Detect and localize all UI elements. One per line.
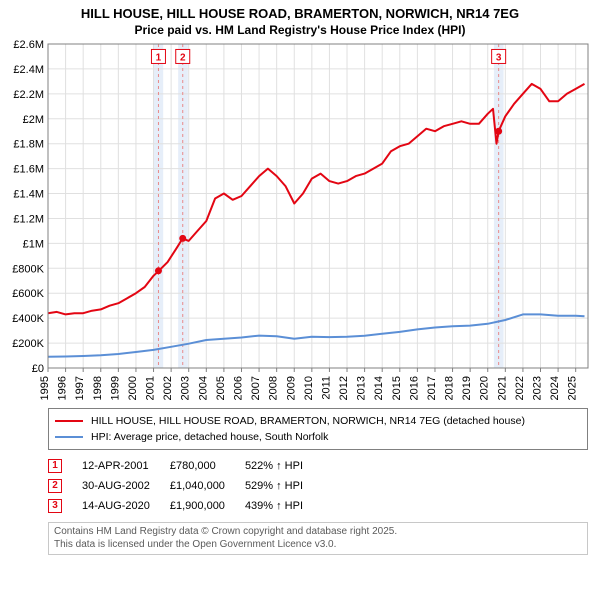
x-tick-label: 1997 xyxy=(74,376,86,400)
x-tick-label: 1999 xyxy=(109,376,121,400)
x-tick-label: 2000 xyxy=(127,376,139,400)
y-tick-label: £2.4M xyxy=(13,64,44,76)
event-marker-label: 1 xyxy=(156,53,162,64)
legend: HILL HOUSE, HILL HOUSE ROAD, BRAMERTON, … xyxy=(48,408,588,450)
txn-price: £1,040,000 xyxy=(170,476,245,496)
legend-row: HPI: Average price, detached house, Sout… xyxy=(55,429,581,445)
title-line2: Price paid vs. HM Land Registry's House … xyxy=(0,23,600,39)
price-chart: 1 2 3 £0 £200K £400K £600K £800K £1M £1.2M £1.4M £1… xyxy=(0,38,600,408)
x-tick-label: 2015 xyxy=(391,376,403,400)
y-tick-label: £1.2M xyxy=(13,214,44,226)
x-tick-label: 2014 xyxy=(373,376,385,400)
legend-swatch xyxy=(55,436,83,438)
x-tick-label: 2006 xyxy=(232,376,244,400)
transaction-table: 1 12-APR-2001£780,000522% ↑ HPI 2 30-AUG-20… xyxy=(48,456,323,516)
table-row: 1 12-APR-2001£780,000522% ↑ HPI xyxy=(48,456,323,476)
txn-price: £780,000 xyxy=(170,456,245,476)
x-tick-label: 2025 xyxy=(567,376,579,400)
x-tick-label: 2012 xyxy=(338,376,350,400)
txn-delta: 439% ↑ HPI xyxy=(245,496,323,516)
txn-date: 14-AUG-2020 xyxy=(82,496,170,516)
txn-delta: 522% ↑ HPI xyxy=(245,456,323,476)
event-marker: 2 xyxy=(48,479,62,493)
x-tick-label: 2021 xyxy=(496,376,508,400)
x-tick-label: 2009 xyxy=(285,376,297,400)
x-tick-label: 2002 xyxy=(162,376,174,400)
x-tick-label: 2013 xyxy=(356,376,368,400)
table-row: 3 14-AUG-2020£1,900,000439% ↑ HPI xyxy=(48,496,323,516)
event-marker-label: 2 xyxy=(180,53,186,64)
x-tick-label: 2019 xyxy=(461,376,473,400)
x-tick-label: 2018 xyxy=(444,376,456,400)
event-marker-label: 3 xyxy=(496,53,502,64)
chart-title: HILL HOUSE, HILL HOUSE ROAD, BRAMERTON, … xyxy=(0,0,600,38)
x-tick-label: 2007 xyxy=(250,376,262,400)
series-line-1 xyxy=(48,315,585,357)
y-tick-label: £2.6M xyxy=(13,39,44,51)
y-tick-label: £1.8M xyxy=(13,139,44,151)
y-tick-label: £2M xyxy=(23,114,44,126)
x-tick-label: 2008 xyxy=(268,376,280,400)
x-tick-label: 2003 xyxy=(180,376,192,400)
x-tick-label: 2022 xyxy=(514,376,526,400)
y-tick-label: £600K xyxy=(12,289,44,301)
y-tick-label: £800K xyxy=(12,264,44,276)
y-tick-label: £200K xyxy=(12,339,44,351)
txn-price: £1,900,000 xyxy=(170,496,245,516)
x-tick-label: 2016 xyxy=(408,376,420,400)
attribution-footer: Contains HM Land Registry data © Crown c… xyxy=(48,522,588,555)
x-tick-label: 2011 xyxy=(320,376,332,400)
title-line1: HILL HOUSE, HILL HOUSE ROAD, BRAMERTON, … xyxy=(0,6,600,23)
legend-row: HILL HOUSE, HILL HOUSE ROAD, BRAMERTON, … xyxy=(55,413,581,429)
x-tick-label: 2004 xyxy=(197,376,209,400)
table-row: 2 30-AUG-2002£1,040,000529% ↑ HPI xyxy=(48,476,323,496)
legend-label: HPI: Average price, detached house, Sout… xyxy=(91,431,328,443)
sale-point xyxy=(495,128,502,135)
x-tick-label: 2024 xyxy=(549,376,561,400)
y-tick-label: £0 xyxy=(32,363,44,375)
sale-point xyxy=(179,235,186,242)
legend-swatch xyxy=(55,420,83,422)
x-tick-label: 1995 xyxy=(39,376,51,400)
footer-line1: Contains HM Land Registry data © Crown c… xyxy=(54,526,397,537)
x-tick-label: 1996 xyxy=(57,376,69,400)
sale-point xyxy=(155,268,162,275)
event-marker: 1 xyxy=(48,459,62,473)
event-marker: 3 xyxy=(48,499,62,513)
x-tick-label: 2005 xyxy=(215,376,227,400)
x-tick-label: 2017 xyxy=(426,376,438,400)
y-tick-label: £400K xyxy=(12,314,44,326)
x-tick-label: 2001 xyxy=(145,376,157,400)
txn-date: 30-AUG-2002 xyxy=(82,476,170,496)
x-tick-label: 1998 xyxy=(92,376,104,400)
txn-delta: 529% ↑ HPI xyxy=(245,476,323,496)
txn-date: 12-APR-2001 xyxy=(82,456,170,476)
footer-line2: This data is licensed under the Open Gov… xyxy=(54,539,336,550)
y-tick-label: £1.4M xyxy=(13,189,44,201)
x-tick-label: 2023 xyxy=(532,376,544,400)
x-tick-label: 2020 xyxy=(479,376,491,400)
y-tick-label: £2.2M xyxy=(13,89,44,101)
x-tick-label: 2010 xyxy=(303,376,315,400)
y-tick-label: £1M xyxy=(23,239,44,251)
legend-label: HILL HOUSE, HILL HOUSE ROAD, BRAMERTON, … xyxy=(91,415,525,427)
y-tick-label: £1.6M xyxy=(13,164,44,176)
